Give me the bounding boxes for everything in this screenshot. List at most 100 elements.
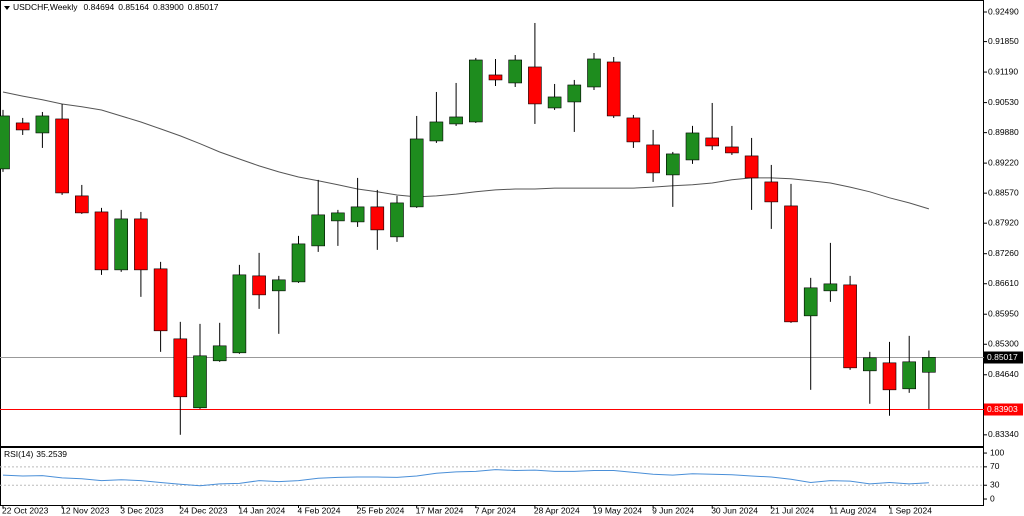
candle-body (173, 338, 188, 398)
high-value: 0.85164 (118, 2, 149, 12)
candle-body (35, 115, 50, 134)
candle-body (528, 66, 542, 105)
candle-body (922, 357, 936, 373)
candle-body (350, 206, 365, 223)
x-tick-label: 30 Jun 2024 (711, 505, 758, 515)
x-tick-label: 7 Apr 2024 (475, 505, 516, 515)
y-tick-label: 100 (990, 447, 1004, 457)
x-tick-label: 28 Apr 2024 (534, 505, 580, 515)
candle-body (626, 117, 641, 143)
y-tick-label: 30 (990, 479, 1000, 489)
candle-body (606, 61, 621, 117)
rsi-header: RSI(14) 35.2539 (4, 449, 67, 459)
y-tick-label: 0.88570 (988, 187, 1019, 197)
candle-body (429, 121, 444, 142)
y-tick-label: 0.84640 (988, 369, 1019, 379)
candle-body (252, 275, 266, 296)
candle-body (764, 181, 779, 203)
rsi-name: RSI(14) (4, 449, 33, 459)
x-tick-label: 25 Feb 2024 (357, 505, 405, 515)
candle-body (705, 137, 720, 147)
x-tick-label: 1 Sep 2024 (889, 505, 933, 515)
candle-body (409, 138, 424, 208)
candle-body (725, 146, 739, 154)
candle-body (311, 214, 326, 247)
candle-body (331, 212, 345, 222)
y-tick-label: 0.91190 (988, 66, 1018, 76)
candle-body (114, 218, 128, 271)
y-tick-label: 0.85950 (988, 308, 1019, 318)
x-tick-label: 12 Nov 2023 (61, 505, 109, 515)
candle-body (390, 202, 404, 238)
y-tick-label: 0.87260 (988, 248, 1019, 258)
candle-body (134, 218, 148, 271)
candle-body (547, 96, 562, 109)
rsi-value: 35.2539 (36, 449, 67, 459)
y-tick-label: 0.86610 (988, 278, 1019, 288)
candle-body (488, 74, 503, 81)
candle-body (646, 144, 660, 174)
price-label: 0.83903 (987, 404, 1018, 414)
candle-body (784, 205, 798, 323)
candle-body (232, 274, 247, 354)
low-value: 0.83900 (153, 2, 184, 12)
x-tick-label: 14 Jan 2024 (238, 505, 285, 515)
x-tick-label: 22 Oct 2023 (2, 505, 49, 515)
candle-body (882, 362, 897, 391)
candle-body (862, 357, 877, 372)
candle-body (843, 284, 857, 369)
price-label-box (984, 351, 1023, 364)
candle-body (370, 206, 385, 231)
rsi-pane-border (0, 447, 984, 506)
candle-body (153, 268, 168, 332)
x-tick-label: 9 Jun 2024 (652, 505, 694, 515)
candle-body (744, 155, 759, 179)
candle-body (567, 84, 582, 103)
candle-body (212, 345, 227, 362)
candle-body (508, 59, 523, 84)
moving-average (2, 91, 930, 210)
candle-body (823, 283, 838, 292)
y-tick-label: 0.87920 (988, 217, 1019, 227)
x-tick-label: 3 Dec 2023 (120, 505, 164, 515)
chart-header: USDCHF,Weekly 0.84694 0.85164 0.83900 0.8501… (13, 2, 219, 12)
candle-body (55, 118, 69, 194)
rsi-line (2, 469, 929, 487)
candle-body (75, 195, 89, 214)
candle-body (449, 116, 463, 125)
y-tick-label: 0.90530 (988, 97, 1019, 107)
y-tick-label: 0 (990, 493, 995, 503)
candle-body (468, 59, 483, 123)
y-tick-label: 0.83340 (988, 429, 1019, 439)
candle-body (94, 211, 109, 271)
candle-body (15, 122, 30, 131)
x-tick-label: 11 Aug 2024 (829, 505, 876, 515)
y-tick-label: 0.91850 (988, 36, 1019, 46)
y-tick-label: 0.89880 (988, 127, 1019, 137)
x-tick-label: 4 Feb 2024 (298, 505, 341, 515)
candle-body (685, 132, 700, 161)
x-tick-label: 21 Jul 2024 (770, 505, 814, 515)
candle-body (271, 279, 286, 292)
x-tick-label: 19 May 2024 (593, 505, 642, 515)
price-label: 0.85017 (987, 352, 1018, 362)
symbol: USDCHF,Weekly (13, 2, 78, 12)
candle-body (291, 243, 306, 283)
y-tick-label: 0.89220 (988, 157, 1019, 167)
y-tick-label: 70 (990, 461, 1000, 471)
candle-body (665, 153, 680, 176)
candle-body (587, 58, 601, 88)
candle-body (0, 115, 10, 170)
open-value: 0.84694 (84, 2, 115, 12)
price-label-box (984, 403, 1023, 416)
menu-triangle (4, 6, 10, 10)
candle-body (902, 361, 917, 390)
candle-body (193, 355, 207, 409)
x-tick-label: 17 Mar 2024 (416, 505, 464, 515)
y-tick-label: 0.92490 (988, 6, 1019, 16)
candle-body (803, 287, 818, 317)
x-tick-label: 24 Dec 2023 (179, 505, 227, 515)
